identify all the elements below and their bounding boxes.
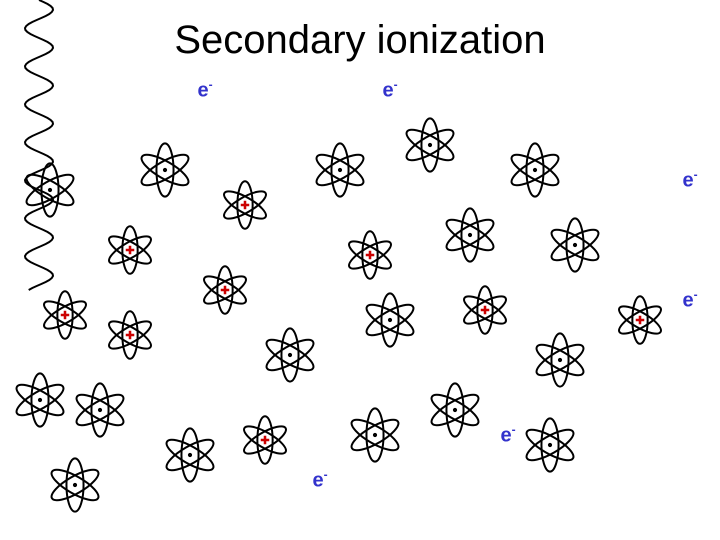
electron-label: e- (682, 288, 697, 313)
neutral-atom-icon (520, 415, 581, 476)
neutral-atom-icon (440, 205, 501, 266)
electron-label: e- (312, 468, 327, 493)
neutral-atom-icon (425, 380, 486, 441)
neutral-atom-icon (260, 325, 321, 386)
electron-label: e- (197, 78, 212, 103)
ion-atom-icon (613, 293, 667, 347)
ion-atom-icon (218, 178, 272, 232)
page-title: Secondary ionization (0, 18, 720, 63)
neutral-atom-icon (310, 140, 371, 201)
neutral-atom-icon (545, 215, 606, 276)
ion-atom-icon (38, 288, 92, 342)
neutral-atom-icon (20, 160, 81, 221)
ion-atom-icon (458, 283, 512, 337)
electron-label: e- (500, 423, 515, 448)
neutral-atom-icon (400, 115, 461, 176)
ion-atom-icon (343, 228, 397, 282)
neutral-atom-icon (70, 380, 131, 441)
ion-atom-icon (238, 413, 292, 467)
neutral-atom-icon (135, 140, 196, 201)
electron-label: e- (382, 78, 397, 103)
neutral-atom-icon (360, 290, 421, 351)
neutral-atom-icon (345, 405, 406, 466)
ion-atom-icon (103, 223, 157, 277)
neutral-atom-icon (160, 425, 221, 486)
neutral-atom-icon (505, 140, 566, 201)
neutral-atom-icon (530, 330, 591, 391)
ion-atom-icon (103, 308, 157, 362)
ion-atom-icon (198, 263, 252, 317)
neutral-atom-icon (10, 370, 71, 431)
electron-label: e- (682, 168, 697, 193)
neutral-atom-icon (45, 455, 106, 516)
incoming-wave-icon (20, 0, 58, 300)
